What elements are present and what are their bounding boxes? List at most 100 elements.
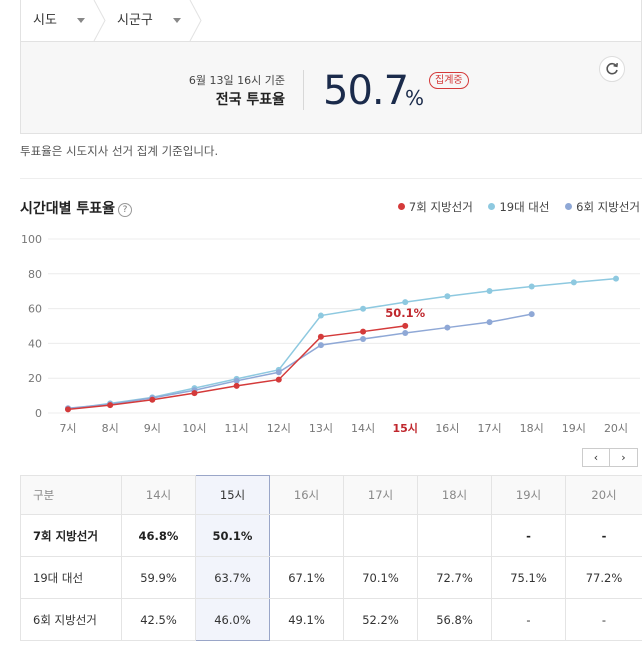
data-point <box>149 396 156 403</box>
data-point <box>360 336 367 343</box>
data-point <box>107 402 114 409</box>
turnout-unit: % <box>405 86 425 110</box>
turnout-table: 구분 14시 15시 16시 17시 18시 19시 20시 7회 지방선거 4… <box>20 475 642 641</box>
table-cell: - <box>491 598 566 641</box>
column-header: 19시 <box>491 475 566 515</box>
breadcrumb-separator <box>93 0 106 41</box>
table-cell: 67.1% <box>269 556 344 599</box>
x-tick-label: 9시 <box>144 422 161 435</box>
sigungu-dropdown[interactable]: 시군구 <box>117 0 189 41</box>
x-tick-label: 12시 <box>267 422 291 435</box>
divider <box>303 70 304 110</box>
data-point <box>317 342 324 349</box>
table-header-label: 구분 <box>20 475 122 515</box>
table-cell: 72.7% <box>417 556 492 599</box>
column-header: 17시 <box>343 475 418 515</box>
legend-dot <box>565 203 573 210</box>
chevron-down-icon <box>77 18 85 23</box>
table-cell: 70.1% <box>343 556 418 599</box>
column-header: 14시 <box>121 475 196 515</box>
legend-item: 19대 대선 <box>488 200 549 214</box>
x-tick-label: 10시 <box>182 422 206 435</box>
next-page-button[interactable]: › <box>610 448 638 467</box>
data-point <box>360 328 367 335</box>
y-tick-label: 0 <box>35 407 42 420</box>
data-point <box>570 279 577 286</box>
legend-label: 19대 대선 <box>499 200 550 214</box>
sido-label: 시도 <box>33 13 57 28</box>
table-cell: 46.8% <box>121 514 196 557</box>
turnout-summary: 6월 13일 16시 기준 전국 투표율 50.7 % 집계중 <box>20 42 642 134</box>
y-tick-label: 20 <box>28 372 42 385</box>
x-tick-label: 16시 <box>435 422 459 435</box>
data-point <box>444 293 451 300</box>
x-tick-label: 20시 <box>604 422 628 435</box>
sido-dropdown[interactable]: 시도 <box>33 0 91 41</box>
y-tick-label: 40 <box>28 337 42 350</box>
column-header: 20시 <box>565 475 642 515</box>
data-point <box>233 377 240 384</box>
status-badge: 집계중 <box>429 72 469 89</box>
data-point <box>65 406 71 413</box>
chart-legend: 7회 지방선거 19대 대선 6회 지방선거 <box>386 199 640 215</box>
table-row: 6회 지방선거 42.5% 46.0% 49.1% 52.2% 56.8% - … <box>20 598 642 641</box>
table-cell: - <box>565 598 642 641</box>
table-cell: 49.1% <box>269 598 344 641</box>
legend-item: 6회 지방선거 <box>565 200 640 214</box>
refresh-button[interactable] <box>599 56 625 82</box>
x-tick-label: 13시 <box>309 422 333 435</box>
turnout-note: 투표율은 시도지사 선거 집계 기준입니다. <box>20 144 219 158</box>
refresh-icon <box>606 62 618 75</box>
chart-title: 시간대별 투표율? <box>20 198 133 218</box>
data-point <box>275 376 282 383</box>
legend-label: 6회 지방선거 <box>576 200 640 214</box>
data-point <box>444 324 451 331</box>
data-point <box>402 329 409 336</box>
table-row: 19대 대선 59.9% 63.7% 67.1% 70.1% 72.7% 75.… <box>20 556 642 599</box>
column-header-highlighted: 15시 <box>195 475 270 515</box>
table-cell <box>269 514 344 557</box>
column-header: 18시 <box>417 475 492 515</box>
x-tick-label: 15시 <box>393 422 418 435</box>
table-cell: - <box>565 514 642 557</box>
data-point <box>486 288 493 295</box>
basis-time: 6월 13일 16시 기준 <box>188 74 285 87</box>
legend-item: 7회 지방선거 <box>397 200 473 214</box>
breadcrumb-separator <box>189 0 202 41</box>
help-icon[interactable]: ? <box>118 203 133 217</box>
data-point <box>191 390 198 397</box>
sigungu-label: 시군구 <box>117 13 153 28</box>
table-pager: ‹ › <box>582 448 638 467</box>
data-point <box>275 369 282 376</box>
data-point <box>402 322 409 329</box>
data-point <box>486 319 493 326</box>
turnout-line-chart: 0 20 40 60 80 100 7시 8시 9시 10시 11시 12시 13시 14시 15시 16시 1… <box>21 233 640 435</box>
data-point <box>233 382 240 389</box>
data-point <box>317 312 324 319</box>
table-cell: 52.2% <box>343 598 418 641</box>
chart-title-text: 시간대별 투표율 <box>20 201 116 217</box>
x-tick-label: 18시 <box>520 422 544 435</box>
x-tick-label: 19시 <box>562 422 586 435</box>
row-label: 6회 지방선거 <box>20 598 122 641</box>
table-header-row: 구분 14시 15시 16시 17시 18시 19시 20시 <box>20 475 642 515</box>
row-label: 19대 대선 <box>20 556 122 599</box>
series-line <box>67 313 532 410</box>
data-point <box>613 275 619 282</box>
x-tick-label: 17시 <box>477 422 501 435</box>
turnout-value: 50.7 <box>323 68 409 114</box>
table-cell: 46.0% <box>195 598 270 641</box>
series-line <box>67 325 406 411</box>
y-tick-label: 100 <box>21 233 42 246</box>
data-point <box>528 311 535 318</box>
data-point <box>360 305 367 312</box>
prev-page-button[interactable]: ‹ <box>582 448 610 467</box>
divider <box>20 178 642 179</box>
table-cell <box>417 514 492 557</box>
column-header: 16시 <box>269 475 344 515</box>
x-tick-label: 14시 <box>351 422 375 435</box>
table-cell: 63.7% <box>195 556 270 599</box>
table-row: 7회 지방선거 46.8% 50.1% - - <box>20 514 642 557</box>
x-tick-label: 8시 <box>102 422 119 435</box>
table-cell: 75.1% <box>491 556 566 599</box>
